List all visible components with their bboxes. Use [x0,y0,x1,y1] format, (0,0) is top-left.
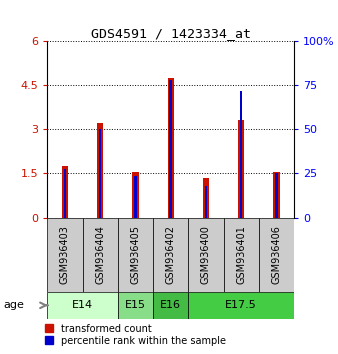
Text: GSM936403: GSM936403 [60,225,70,284]
Bar [188,292,294,319]
Bar [238,120,244,218]
Text: GSM936404: GSM936404 [95,225,105,284]
Bar [132,172,139,218]
Text: GSM936405: GSM936405 [130,225,141,284]
Text: E16: E16 [160,300,181,310]
Title: GDS4591 / 1423334_at: GDS4591 / 1423334_at [91,27,251,40]
Bar [153,218,188,292]
Bar [273,172,280,218]
Bar [64,169,66,218]
Bar [82,218,118,292]
Bar [240,91,242,218]
Legend: transformed count, percentile rank within the sample: transformed count, percentile rank withi… [45,324,226,346]
Bar [188,218,223,292]
Text: age: age [3,300,24,310]
Bar [223,218,259,292]
Bar [62,166,68,218]
Bar [99,129,101,218]
Text: GSM936402: GSM936402 [166,225,176,284]
Bar [205,186,207,218]
Text: E14: E14 [72,300,93,310]
Bar [118,292,153,319]
Bar [97,123,103,218]
Bar [118,218,153,292]
Bar [153,292,188,319]
Bar [259,218,294,292]
Text: GSM936401: GSM936401 [236,225,246,284]
Bar [275,173,278,218]
Bar [47,292,118,319]
Text: E17.5: E17.5 [225,300,257,310]
Text: GSM936400: GSM936400 [201,225,211,284]
Bar [168,78,174,218]
Bar [47,218,82,292]
Bar [203,178,209,218]
Text: GSM936406: GSM936406 [271,225,282,284]
Bar [134,176,137,218]
Bar [169,80,172,218]
Text: E15: E15 [125,300,146,310]
